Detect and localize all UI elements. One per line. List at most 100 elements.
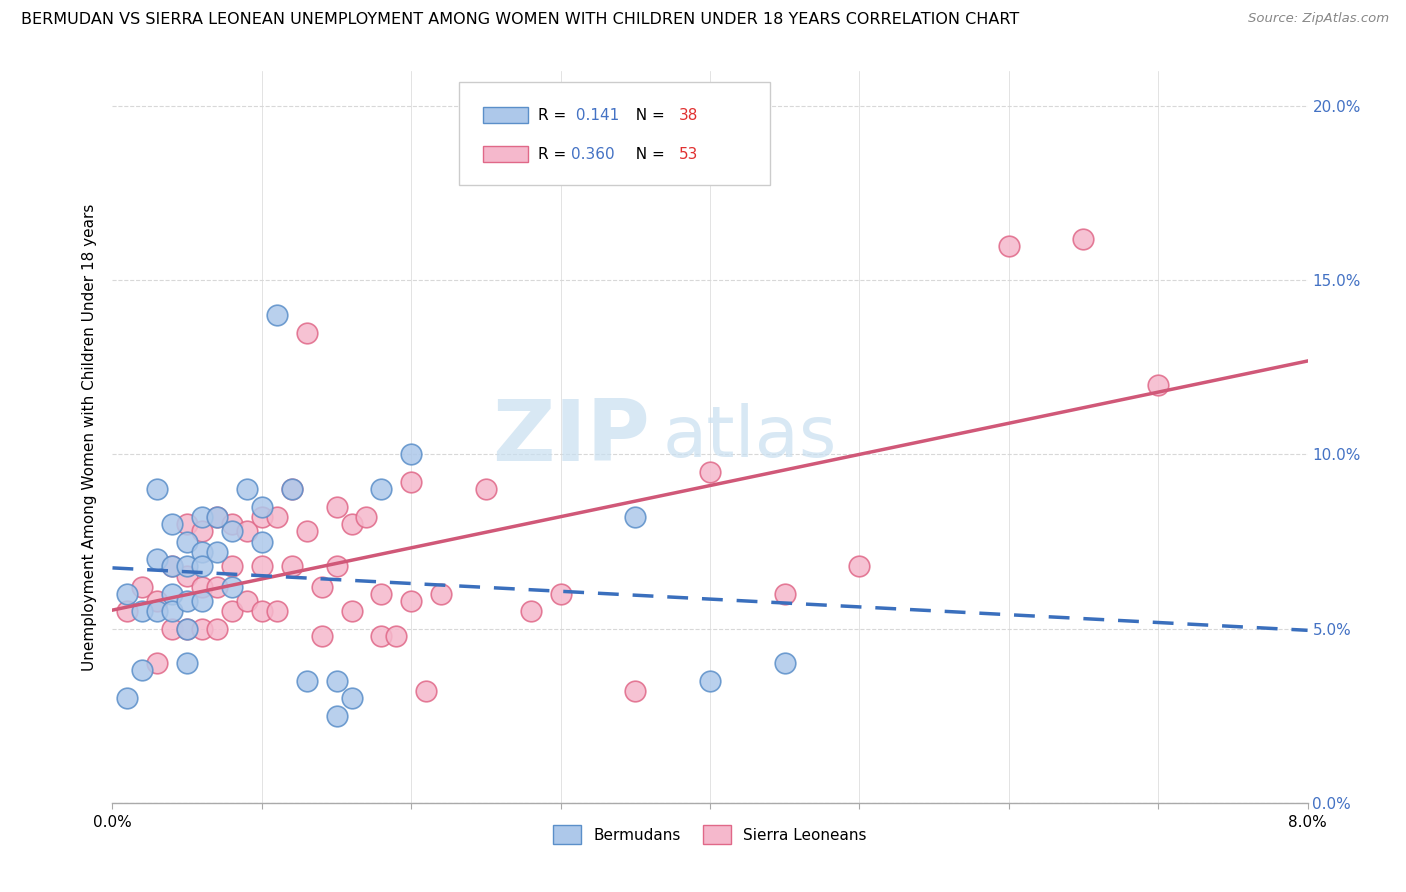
Point xyxy=(370,483,392,497)
Point xyxy=(117,587,139,601)
Point xyxy=(236,594,259,608)
Point xyxy=(146,604,169,618)
Point xyxy=(340,604,363,618)
Point xyxy=(221,524,243,538)
Point xyxy=(176,657,198,671)
Point xyxy=(325,558,347,573)
Text: 38: 38 xyxy=(679,108,699,123)
Point xyxy=(176,622,198,636)
Point xyxy=(295,326,318,340)
Point xyxy=(430,587,453,601)
Point xyxy=(266,604,288,618)
Point xyxy=(401,594,423,608)
Point xyxy=(401,475,423,490)
Point xyxy=(191,594,214,608)
Point xyxy=(162,604,183,618)
Point xyxy=(295,524,318,538)
Point xyxy=(520,604,543,618)
Point xyxy=(117,604,139,618)
Point xyxy=(131,664,153,678)
Point xyxy=(475,483,498,497)
Text: N =: N = xyxy=(627,108,671,123)
Point xyxy=(281,483,304,497)
Point xyxy=(221,558,243,573)
Point xyxy=(221,604,243,618)
FancyBboxPatch shape xyxy=(484,146,529,162)
Point xyxy=(162,622,183,636)
Point xyxy=(773,657,796,671)
Legend: Bermudans, Sierra Leoneans: Bermudans, Sierra Leoneans xyxy=(547,819,873,850)
Point xyxy=(1073,231,1095,245)
Point xyxy=(1147,377,1170,392)
Point xyxy=(191,510,214,524)
Text: 53: 53 xyxy=(679,146,699,161)
Point xyxy=(191,558,214,573)
Point xyxy=(415,684,437,698)
Point xyxy=(176,622,198,636)
FancyBboxPatch shape xyxy=(484,107,529,123)
Point xyxy=(162,517,183,532)
Point xyxy=(205,510,228,524)
Point xyxy=(131,580,153,594)
Point xyxy=(340,691,363,706)
Point xyxy=(266,308,288,322)
Point xyxy=(699,673,721,688)
Point xyxy=(191,524,214,538)
Point xyxy=(146,594,169,608)
Point xyxy=(624,684,647,698)
Point xyxy=(340,517,363,532)
Point xyxy=(250,534,273,549)
Point xyxy=(205,510,228,524)
Point xyxy=(250,510,273,524)
Point xyxy=(205,545,228,559)
Text: BERMUDAN VS SIERRA LEONEAN UNEMPLOYMENT AMONG WOMEN WITH CHILDREN UNDER 18 YEARS: BERMUDAN VS SIERRA LEONEAN UNEMPLOYMENT … xyxy=(21,12,1019,27)
Point xyxy=(176,534,198,549)
Point xyxy=(370,587,392,601)
Point xyxy=(998,238,1021,252)
Point xyxy=(281,483,304,497)
Point xyxy=(311,580,333,594)
Point xyxy=(131,604,153,618)
Y-axis label: Unemployment Among Women with Children Under 18 years: Unemployment Among Women with Children U… xyxy=(82,203,97,671)
Point xyxy=(699,465,721,479)
Point xyxy=(236,524,259,538)
Point xyxy=(117,691,139,706)
Point xyxy=(191,545,214,559)
Text: N =: N = xyxy=(627,146,671,161)
Point xyxy=(311,629,333,643)
Point xyxy=(281,558,304,573)
Point xyxy=(176,558,198,573)
Point xyxy=(773,587,796,601)
Point xyxy=(191,580,214,594)
Text: R =: R = xyxy=(538,108,571,123)
Point xyxy=(221,580,243,594)
Point xyxy=(162,558,183,573)
Point xyxy=(191,622,214,636)
Point xyxy=(162,558,183,573)
Point xyxy=(356,510,378,524)
Point xyxy=(325,673,347,688)
Point xyxy=(221,517,243,532)
Point xyxy=(250,558,273,573)
Point xyxy=(295,673,318,688)
Text: R =: R = xyxy=(538,146,571,161)
Point xyxy=(370,629,392,643)
Text: 0.360: 0.360 xyxy=(571,146,614,161)
Text: atlas: atlas xyxy=(662,402,837,472)
Point xyxy=(205,580,228,594)
Point xyxy=(385,629,408,643)
Point xyxy=(162,587,183,601)
Text: Source: ZipAtlas.com: Source: ZipAtlas.com xyxy=(1249,12,1389,25)
Point xyxy=(205,622,228,636)
Point xyxy=(250,604,273,618)
Point xyxy=(848,558,870,573)
Point xyxy=(250,500,273,514)
Point xyxy=(146,483,169,497)
Point xyxy=(325,708,347,723)
Point xyxy=(325,500,347,514)
Point xyxy=(266,510,288,524)
Point xyxy=(146,552,169,566)
Text: 0.141: 0.141 xyxy=(571,108,620,123)
FancyBboxPatch shape xyxy=(458,82,770,185)
Point xyxy=(401,448,423,462)
